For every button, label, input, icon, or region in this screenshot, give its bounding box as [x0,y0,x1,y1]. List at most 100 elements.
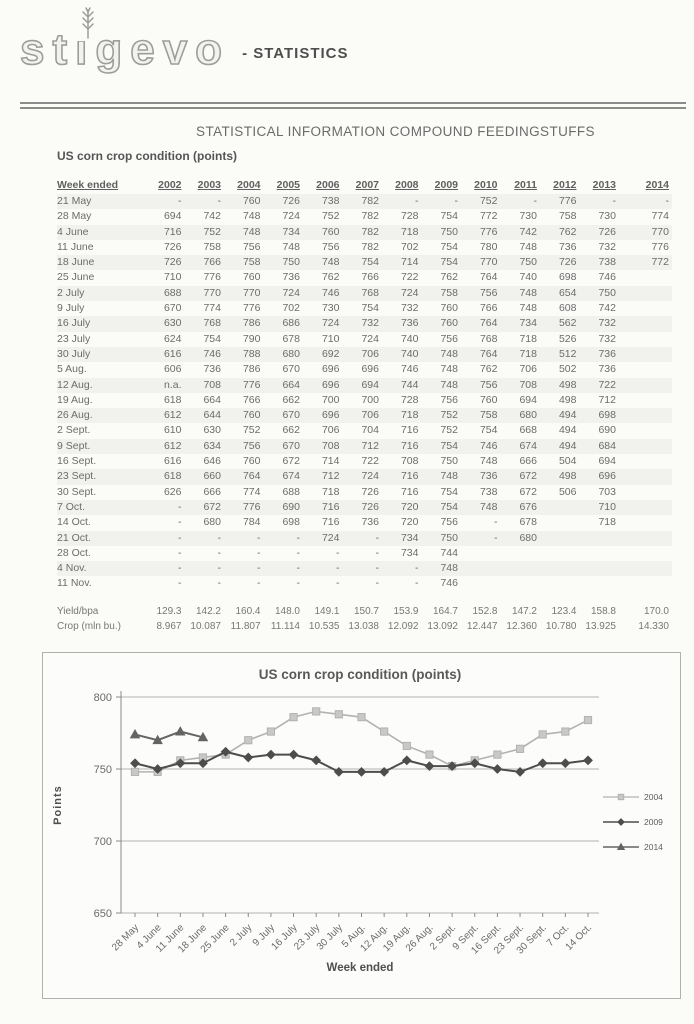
value-cell: 700 [321,393,340,406]
table-row: 18 June 726 766 758 750 748 754 714 754 770 750 726… [57,255,672,271]
value-cell: 734 [282,225,300,238]
value-cell: 760 [479,393,498,406]
summary-label: Crop (mln bu.) [57,621,121,633]
value-cell: 494 [558,439,577,452]
value-cell: 680 [519,409,537,422]
value-cell: - [375,577,380,590]
value-cell: 770 [203,286,221,299]
value-cell: 618 [163,393,182,406]
value-cell [619,316,672,331]
value-cell: 676 [519,500,537,513]
value-cell: 746 [440,577,458,590]
value-cell: 660 [203,470,221,483]
value-cell: 692 [321,347,340,360]
value-cell: 752 [321,210,340,223]
value-cell [619,362,672,377]
value-cell: - [178,562,182,575]
week-cell: 28 May [57,210,92,223]
value-cell: 736 [598,347,616,360]
summary-value: 12.092 [387,621,419,633]
value-cell: 708 [519,378,537,391]
value-cell [461,576,501,591]
value-cell: 726 [163,240,182,253]
value-cell: 756 [440,516,458,529]
logo-text-right: gevo [95,25,231,74]
x-axis-title: Week ended [327,962,394,974]
value-cell: 718 [519,332,537,345]
week-cell: 7 Oct. [57,500,86,513]
table-row: 28 May 694 742 748 724 752 782 728 754 772 730 758 7… [57,209,672,224]
value-cell: 634 [203,439,221,452]
table-row: 23 Sept. 618 660 764 674 712 724 716 748 736 672 49… [57,469,672,485]
value-cell: 674 [519,439,537,452]
value-cell [461,561,501,576]
value-cell: - [178,195,182,207]
summary-value: 13.092 [427,621,458,633]
y-tick-label: 650 [94,908,112,920]
value-cell: 630 [163,317,182,330]
col-header-year: 2006 [316,179,340,191]
week-cell: 9 Sept. [57,439,91,452]
value-cell: 736 [400,317,419,330]
value-cell: 740 [400,347,419,360]
x-tick-label: 2 July [228,923,254,949]
value-cell: 680 [203,516,221,529]
legend-item-2009: 2009 [603,817,663,827]
value-cell: - [296,562,301,575]
value-cell: 754 [440,485,458,498]
value-cell [501,561,541,576]
table-header-row: Week ended 2002 2003 2004 2005 2006 2007 2008 20… [57,176,672,194]
summary-value: 147.2 [511,605,537,617]
value-cell: 732 [598,240,616,253]
value-cell: 498 [558,393,577,406]
value-cell: 714 [321,455,340,468]
value-cell: 744 [400,378,419,391]
value-cell: 512 [558,347,577,360]
col-header-year: 2010 [474,179,498,191]
value-cell: 730 [321,302,340,315]
week-cell: 30 July [57,347,91,360]
value-cell: - [217,531,222,544]
value-cell: - [415,577,419,590]
value-cell [501,546,541,561]
value-cell: 716 [400,470,419,483]
summary-value: 11.114 [270,621,300,633]
value-cell: 748 [440,347,458,360]
value-cell: 668 [519,424,537,437]
value-cell: 666 [519,455,537,468]
value-cell: 698 [558,271,577,284]
value-cell: - [533,195,538,207]
value-cell: 754 [440,439,458,452]
wheat-icon [77,5,100,41]
value-cell: 768 [361,286,379,299]
value-cell: 664 [203,393,221,406]
value-cell: 704 [361,424,379,437]
value-cell: 748 [479,455,498,468]
value-cell: - [336,546,340,559]
value-cell: 752 [479,195,498,207]
value-cell: - [178,577,182,590]
value-cell: 754 [440,500,458,513]
week-cell: 28 Oct. [57,546,91,559]
value-cell: 748 [440,470,458,483]
value-cell: 726 [558,256,577,269]
divider-double-rule [20,102,686,109]
value-cell: - [178,531,182,544]
value-cell: 748 [440,378,458,391]
week-cell: 18 June [57,256,95,269]
value-cell [619,515,672,530]
value-cell: - [612,195,617,207]
value-cell: 782 [361,225,379,238]
value-cell: 776 [558,195,577,207]
legend-label: 2004 [644,792,663,802]
week-cell: 25 June [57,271,95,284]
value-cell: 756 [479,286,498,299]
value-cell: 748 [519,240,537,253]
value-cell: 724 [361,470,379,483]
col-header-year: 2008 [395,179,419,191]
value-cell: 760 [440,302,458,315]
value-cell: 630 [203,424,221,437]
value-cell: - [178,516,182,529]
value-cell: 746 [203,347,221,360]
table-row: 25 June 710 776 760 736 762 766 722 762 764 740 698… [57,270,672,285]
